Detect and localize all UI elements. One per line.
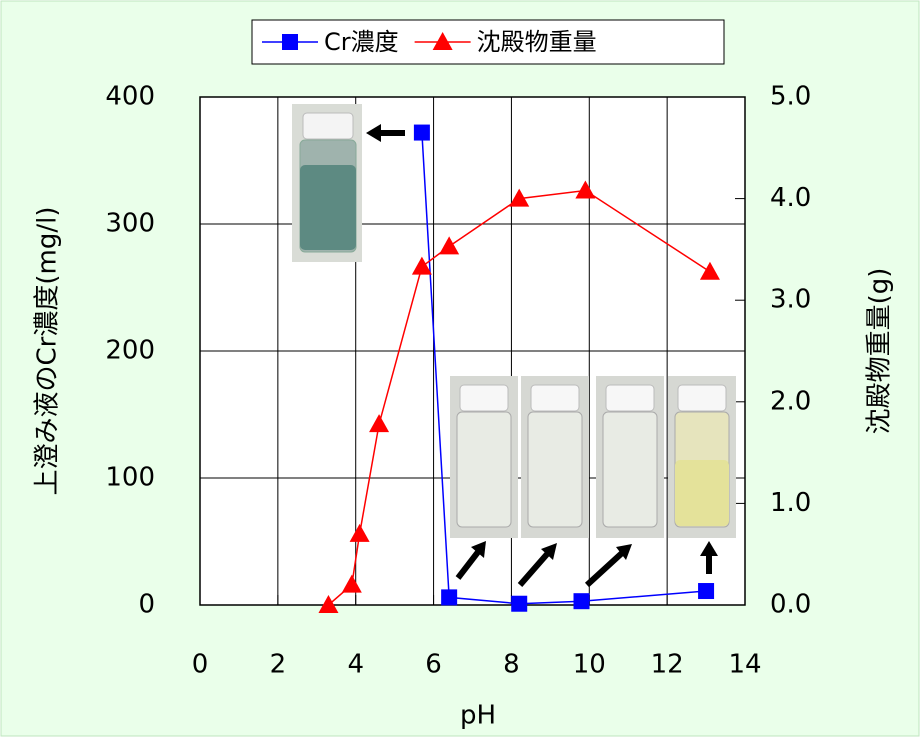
y-axis-label: 上澄み液のCr濃度(mg/l) bbox=[33, 207, 63, 496]
y-tick-label: 0 bbox=[138, 590, 155, 620]
legend-label: 沈殿物重量 bbox=[477, 28, 597, 56]
photo-liquid bbox=[675, 460, 729, 526]
point bbox=[574, 593, 590, 609]
point bbox=[511, 596, 527, 612]
y2-tick-label: 3.0 bbox=[770, 285, 811, 315]
legend-label: Cr濃度 bbox=[324, 28, 399, 56]
photo-bottle bbox=[528, 412, 582, 527]
legend: Cr濃度 沈殿物重量 bbox=[252, 20, 724, 64]
y2-tick-label: 0.0 bbox=[770, 590, 811, 620]
photo-cap bbox=[678, 385, 726, 411]
x-tick-label: 2 bbox=[270, 650, 287, 680]
x-tick-label: 6 bbox=[425, 650, 442, 680]
photo-bottle bbox=[457, 412, 511, 527]
point bbox=[441, 589, 457, 605]
y-tick-label: 100 bbox=[105, 463, 155, 493]
x-tick-label: 4 bbox=[347, 650, 364, 680]
x-tick-label: 10 bbox=[573, 650, 606, 680]
y2-axis-label: 沈殿物重量(g) bbox=[865, 268, 895, 435]
x-tick-label: 12 bbox=[651, 650, 684, 680]
page: {"chart_data": {"type": "line", "x_label… bbox=[0, 0, 920, 737]
y2-tick-label: 4.0 bbox=[770, 183, 811, 213]
legend-marker bbox=[282, 34, 298, 50]
photo-bottle bbox=[603, 412, 657, 527]
y2-tick-label: 1.0 bbox=[770, 488, 811, 518]
y-tick-label: 200 bbox=[105, 336, 155, 366]
x-tick-label: 8 bbox=[503, 650, 520, 680]
point bbox=[698, 583, 714, 599]
y-tick-label: 400 bbox=[105, 82, 155, 112]
photo-liquid bbox=[300, 165, 356, 250]
x-axis-label: pH bbox=[460, 701, 496, 731]
y2-tick-label: 2.0 bbox=[770, 386, 811, 416]
photo-cap bbox=[606, 385, 654, 411]
photo-cap bbox=[303, 113, 353, 139]
x-tick-label: 0 bbox=[192, 650, 209, 680]
chart: Cr濃度 沈殿物重量 pH 上澄み液のCr濃度(mg/l) 沈殿物重量(g) 0 2… bbox=[0, 0, 920, 737]
photo-cap bbox=[460, 385, 508, 411]
point bbox=[414, 125, 430, 141]
y2-tick-label: 5.0 bbox=[770, 82, 811, 112]
photo-cap bbox=[531, 385, 579, 411]
x-tick-label: 14 bbox=[728, 650, 761, 680]
y-tick-label: 300 bbox=[105, 209, 155, 239]
